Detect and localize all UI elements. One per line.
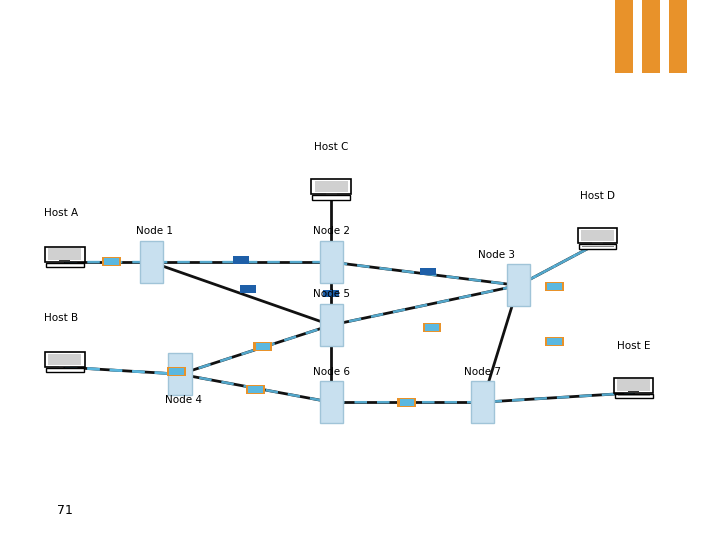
Text: Host D: Host D [580,191,615,201]
Text: Node 2: Node 2 [312,226,350,237]
Bar [48,248,81,260]
Bar [325,193,337,194]
Bar [581,230,614,241]
Bar [669,0,687,73]
Bar [248,386,263,393]
Bar [628,392,639,393]
Bar [315,181,348,192]
Text: Host C: Host C [314,143,348,152]
Text: Host A: Host A [44,208,78,218]
Bar [615,0,633,73]
Bar [256,343,270,350]
Bar [320,304,343,346]
Bar [320,241,343,283]
Bar [547,338,562,345]
Bar [420,267,436,275]
Bar [311,179,351,194]
Bar [312,195,350,200]
Bar [593,242,603,244]
Text: Host E: Host E [617,341,650,351]
Bar [240,285,256,293]
Bar [45,247,85,262]
Bar [545,337,564,346]
Bar [168,353,192,395]
Bar [46,263,84,267]
Bar [400,399,414,406]
Text: Node 1: Node 1 [136,226,174,237]
Bar [617,379,650,391]
Bar [615,394,652,398]
Text: Node 5: Node 5 [312,289,350,300]
Bar [320,381,343,423]
Text: Node 6: Node 6 [312,367,350,376]
Bar [246,385,265,394]
Bar [577,228,618,243]
Bar [471,381,494,423]
Text: 71: 71 [57,504,73,517]
Bar [253,342,272,350]
Text: Datagram Packet Switching: Datagram Packet Switching [11,23,444,50]
Bar [104,258,119,265]
Bar [169,368,184,375]
Bar [315,197,347,198]
Bar [618,395,649,396]
Bar [545,282,564,291]
Bar [46,368,84,373]
Bar [323,289,339,297]
Bar [614,377,654,393]
Text: Node 7: Node 7 [464,367,501,376]
Bar [642,0,660,73]
Bar [547,283,562,290]
Bar [59,366,70,367]
Bar [45,352,85,367]
Text: Host B: Host B [44,313,78,323]
Bar [49,369,81,370]
Bar [425,324,439,331]
Bar [140,241,163,283]
Bar [507,265,530,306]
Bar [233,256,249,264]
Bar [48,354,81,365]
Bar [423,323,441,332]
Bar [579,244,616,248]
Bar [397,397,416,407]
Bar [167,367,186,376]
Bar [102,256,121,266]
Bar [582,246,613,247]
Text: Node 4: Node 4 [165,395,202,404]
Bar [59,260,70,262]
Text: Node 3: Node 3 [478,249,516,260]
